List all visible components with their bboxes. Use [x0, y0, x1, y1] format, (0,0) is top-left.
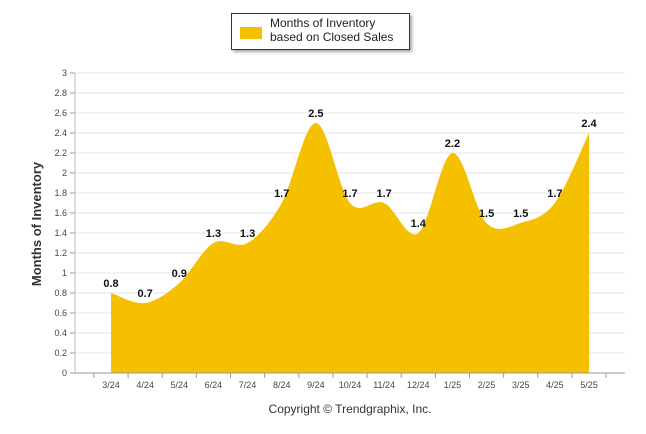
data-label: 1.7: [547, 188, 562, 200]
x-tick-label: 4/24: [136, 380, 154, 390]
y-tick-label: 0.6: [54, 308, 67, 318]
x-tick-label: 5/25: [580, 380, 598, 390]
y-tick-label: 2: [62, 168, 67, 178]
x-tick-label: 11/24: [373, 380, 395, 390]
data-labels: 0.8 0.7 0.9 1.3 1.3 1.7 2.5 1.7 1.7 1.4 2.2 1.5 1.5 1…: [103, 108, 597, 300]
data-label: 1.7: [376, 188, 391, 200]
y-tick-label: 1.8: [54, 188, 67, 198]
copyright-text: Copyright © Trendgraphix, Inc.: [268, 402, 432, 416]
y-tick-label: 2.8: [54, 88, 67, 98]
x-tick-label: 7/24: [239, 380, 257, 390]
y-tick-label: 2.6: [54, 108, 67, 118]
data-label: 1.4: [411, 218, 427, 230]
x-tick-label: 9/24: [307, 380, 325, 390]
x-axis-ticks: 3/24 4/24 5/24 6/24 7/24 8/24 9/24 10/24 11/24 12…: [75, 372, 625, 390]
series-area-path: [111, 123, 589, 373]
x-tick-label: 10/24: [339, 380, 362, 390]
y-tick-label: 3: [62, 68, 67, 78]
x-tick-label: 8/24: [273, 380, 291, 390]
legend: Months of Inventory based on Closed Sale…: [231, 13, 410, 50]
y-tick-label: 0.8: [54, 288, 67, 298]
data-label: 0.9: [172, 268, 187, 280]
legend-label: Months of Inventory based on Closed Sale…: [270, 16, 394, 44]
data-label: 1.3: [240, 228, 255, 240]
y-tick-label: 0.4: [54, 328, 67, 338]
y-tick-label: 2.4: [54, 128, 67, 138]
x-tick-label: 12/24: [407, 380, 430, 390]
x-tick-label: 5/24: [171, 380, 189, 390]
data-label: 0.7: [137, 288, 152, 300]
x-tick-label: 6/24: [205, 380, 223, 390]
data-label: 2.2: [445, 138, 460, 150]
y-tick-label: 0.2: [54, 348, 67, 358]
series-area: [111, 123, 589, 373]
data-label: 1.7: [342, 188, 357, 200]
data-label: 2.5: [308, 108, 323, 120]
y-tick-label: 1.4: [54, 228, 67, 238]
x-tick-label: 4/25: [546, 380, 564, 390]
data-label: 1.5: [513, 208, 528, 220]
legend-swatch: [240, 27, 262, 39]
data-label: 1.5: [479, 208, 494, 220]
y-tick-label: 1.2: [54, 248, 67, 258]
x-tick-label: 1/25: [444, 380, 462, 390]
x-tick-label: 3/25: [512, 380, 530, 390]
data-label: 1.3: [206, 228, 221, 240]
y-axis-ticks: 0 0.2 0.4 0.6 0.8 1 1.2 1.4 1.6 1.8 2 2.2 2.4 2.6 2.8 3: [54, 68, 76, 378]
y-tick-label: 1: [62, 268, 67, 278]
y-axis-label: Months of Inventory: [29, 161, 44, 286]
x-tick-label: 2/25: [478, 380, 496, 390]
y-tick-label: 2.2: [54, 148, 67, 158]
data-label: 0.8: [103, 278, 118, 290]
x-tick-label: 3/24: [102, 380, 120, 390]
data-label: 1.7: [274, 188, 289, 200]
y-tick-label: 0: [62, 368, 67, 378]
y-tick-label: 1.6: [54, 208, 67, 218]
data-label: 2.4: [581, 118, 597, 130]
